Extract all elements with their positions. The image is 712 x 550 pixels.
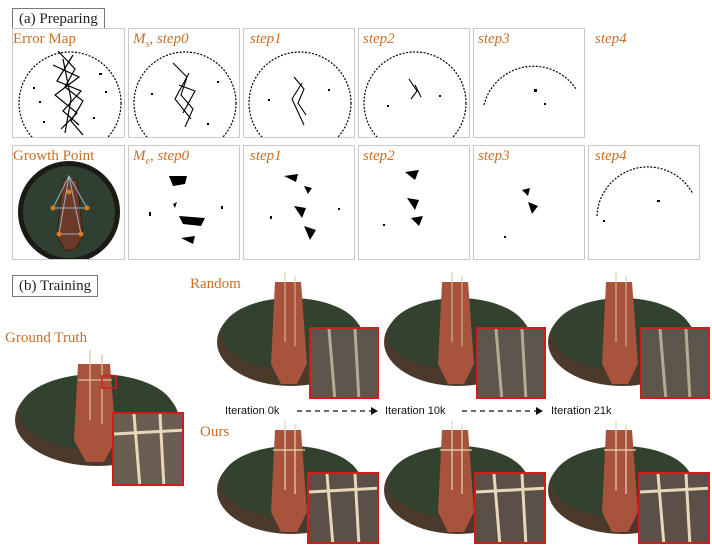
caption-step2-row2: step2 <box>363 148 395 164</box>
iteration-21k-label: Iteration 21k <box>551 405 612 417</box>
error-map-drawing <box>363 51 467 137</box>
growth-point-panel-4: step3 <box>473 145 585 260</box>
caption-ms-step0: Ms, step0 <box>133 31 189 50</box>
error-map-panel-4: step3 <box>473 28 585 138</box>
caption-step4: step4 <box>595 31 627 47</box>
ground-truth-render <box>12 340 192 490</box>
caption-step3: step3 <box>478 31 510 47</box>
error-map-drawing <box>483 65 577 106</box>
iteration-arrow-1 <box>297 407 378 415</box>
error-map-label: Error Map <box>13 31 76 47</box>
random-label: Random <box>190 276 241 292</box>
error-map-drawing <box>18 50 122 137</box>
ours-render-0k <box>215 420 380 546</box>
caption-step1-row2: step1 <box>250 148 282 164</box>
error-map-panel-0: Error Map <box>12 28 125 138</box>
growth-point-panel-3: step2 <box>358 145 470 260</box>
error-map-panel-2: step1 <box>243 28 355 138</box>
caption-step1: step1 <box>250 31 282 47</box>
growth-point-drawing <box>596 166 694 222</box>
random-zoom-inset-0k <box>309 327 379 399</box>
growth-point-image <box>18 161 120 259</box>
random-render-10k <box>382 272 547 402</box>
error-map-drawing <box>248 51 352 137</box>
random-zoom-inset-10k <box>476 327 546 399</box>
growth-point-label: Growth Point <box>13 148 95 164</box>
growth-point-panel-0: Growth Point <box>12 145 125 260</box>
ground-truth-label: Ground Truth <box>5 330 88 346</box>
ours-render-21k <box>546 420 711 546</box>
error-map-drawing <box>133 51 237 137</box>
growth-point-panel-1: Me, step0 <box>128 145 240 260</box>
section-b-label: (b) Training <box>12 275 99 297</box>
caption-me-step0: Me, step0 <box>133 148 190 167</box>
error-map-panel-3: step2 <box>358 28 470 138</box>
error-map-panel-1: Ms, step0 <box>128 28 240 138</box>
ours-render-10k <box>382 420 547 546</box>
ground-truth-zoom-inset <box>112 412 184 486</box>
ours-zoom-inset-10k <box>474 472 546 544</box>
caption-step3-row2: step3 <box>478 148 510 164</box>
iteration-arrow-2 <box>462 407 543 415</box>
growth-point-drawing <box>270 174 340 240</box>
random-zoom-inset-21k <box>640 327 710 399</box>
caption-step4-row2: step4 <box>595 148 627 164</box>
error-map-panel-5: step4 <box>588 28 700 138</box>
ours-zoom-inset-21k <box>638 472 710 544</box>
section-a-label: (a) Preparing <box>12 8 105 30</box>
growth-point-drawing <box>504 188 538 238</box>
growth-point-drawing <box>149 176 223 244</box>
iteration-10k-label: Iteration 10k <box>385 405 446 417</box>
growth-point-drawing <box>383 170 423 226</box>
ours-label: Ours <box>200 424 230 440</box>
growth-point-panel-5: step4 <box>588 145 700 260</box>
caption-step2: step2 <box>363 31 395 47</box>
ours-zoom-inset-0k <box>307 472 379 544</box>
random-render-21k <box>546 272 711 402</box>
iteration-0k-label: Iteration 0k <box>225 405 280 417</box>
random-render-0k <box>215 272 380 402</box>
growth-point-panel-2: step1 <box>243 145 355 260</box>
